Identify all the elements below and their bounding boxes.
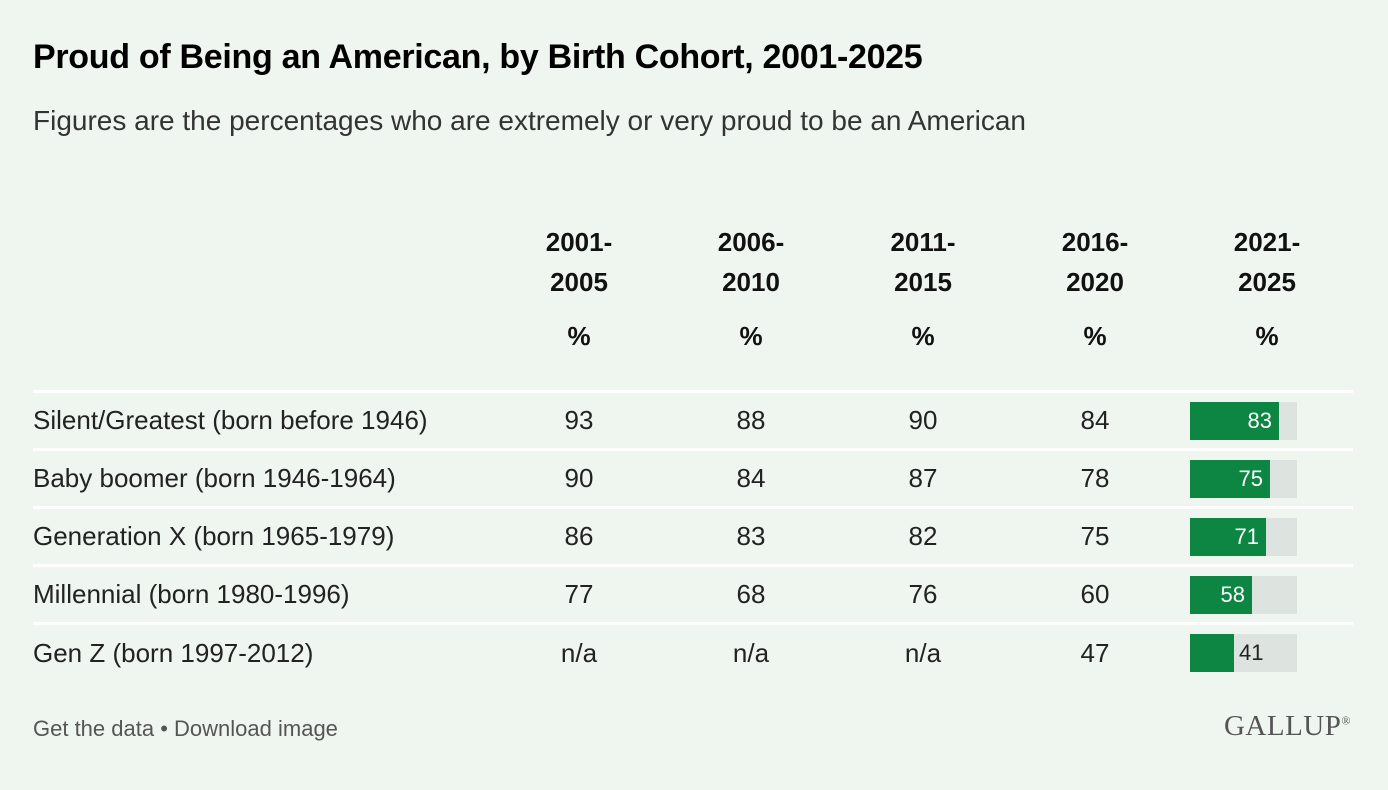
bar-fill [1190,517,1266,556]
period-start: 2011- [890,227,956,257]
bar-value-label: 58 [1220,581,1245,607]
row-label: Generation X (born 1965-1979) [33,506,493,566]
bar-track: 58 [1190,575,1297,614]
table-cell: 47 [1009,622,1181,682]
period-end: 2015 [894,267,952,297]
table-cell: 90 [493,448,665,508]
table-cell: 77 [493,564,665,624]
bar-value-label: 71 [1234,523,1259,549]
table-cell: 68 [665,564,837,624]
table-cell: 86 [493,506,665,566]
bar-cell: 83 [1181,392,1353,450]
bar-track: 41 [1190,634,1297,673]
period-end: 2005 [550,267,608,297]
table-cell: n/a [837,622,1009,682]
period-end: 2010 [722,267,780,297]
table-row: Millennial (born 1980-1996) 77 68 76 60 58 [33,564,1353,624]
chart-subtitle: Figures are the percentages who are extr… [33,105,1026,136]
column-header-unit: % [837,312,1009,393]
bar-fill [1190,575,1252,614]
footer-separator: • [160,716,168,741]
table-cell: 93 [564,405,594,435]
table-cell: 84 [665,448,837,508]
period-start: 2006- [717,227,785,257]
table-row: Baby boomer (born 1946-1964) 90 84 87 78 75 [33,448,1353,508]
registered-mark: ® [1341,713,1351,728]
column-header-unit: % [493,312,665,393]
table-row: Gen Z (born 1997-2012) n/a n/a n/a 47 41 [33,622,1353,682]
header-row-units: %%%%% [33,312,1353,393]
period-start: 2021- [1233,227,1301,257]
bar-track: 75 [1190,459,1297,498]
bar-cell: 58 [1181,564,1353,624]
table-cell: 88 [736,405,766,435]
column-header-period: 2016- 2020 [1009,222,1181,312]
column-header-unit: % [1009,312,1181,393]
column-header-period: 2001- 2005 [493,222,665,312]
table-cell: 75 [1009,506,1181,566]
column-header-period: 2021- 2025 [1181,222,1353,312]
chart-footer: Get the data • Download image [33,716,338,742]
bar-value-label: 75 [1238,465,1263,491]
row-label: Baby boomer (born 1946-1964) [33,448,493,508]
bar-track: 83 [1190,401,1297,440]
bar-track: 71 [1190,517,1297,556]
table-cell: n/a [493,622,665,682]
logo-text: GALLUP [1223,710,1342,742]
table-row: Generation X (born 1965-1979) 86 83 82 75 71 [33,506,1353,566]
download-image-link[interactable]: Download image [174,716,338,741]
data-table: 2001- 2005 2006- 2010 2011- 2015 2016- 2020 2021… [33,222,1353,682]
bar-fill [1190,634,1234,673]
bar-fill [1190,459,1270,498]
table-cell: n/a [665,622,837,682]
table-cell: 76 [837,564,1009,624]
row-label: Silent/Greatest (born before 1946) [33,405,428,435]
table-cell: 84 [1080,405,1110,435]
table-cell: 83 [665,506,837,566]
period-start: 2016- [1061,227,1129,257]
period-start: 2001- [545,227,613,257]
get-data-link[interactable]: Get the data [33,716,155,741]
bar-value-label: 83 [1247,407,1272,433]
column-header-unit: % [665,312,837,393]
chart-title: Proud of Being an American, by Birth Coh… [33,38,923,76]
gallup-logo: GALLUP® [1224,710,1351,743]
bar-value-label: 41 [1239,640,1264,666]
bar-cell: 41 [1181,622,1353,682]
table-cell: 90 [908,405,938,435]
column-header-period: 2011- 2015 [837,222,1009,312]
period-end: 2025 [1238,267,1296,297]
period-end: 2020 [1066,267,1124,297]
table-cell: 87 [837,448,1009,508]
row-label: Gen Z (born 1997-2012) [33,622,493,682]
table-cell: 82 [837,506,1009,566]
header-empty [33,312,493,393]
bar-cell: 75 [1181,448,1353,508]
header-empty [33,222,493,312]
table-cell: 78 [1009,448,1181,508]
bar-fill [1190,401,1279,440]
column-header-period: 2006- 2010 [665,222,837,312]
table-cell: 60 [1009,564,1181,624]
bar-cell: 71 [1181,506,1353,566]
header-row-periods: 2001- 2005 2006- 2010 2011- 2015 2016- 2020 2021… [33,222,1353,312]
table-row: Silent/Greatest (born before 1946) 93 88 90… [33,392,1353,450]
column-header-unit: % [1181,312,1353,393]
row-label: Millennial (born 1980-1996) [33,564,493,624]
